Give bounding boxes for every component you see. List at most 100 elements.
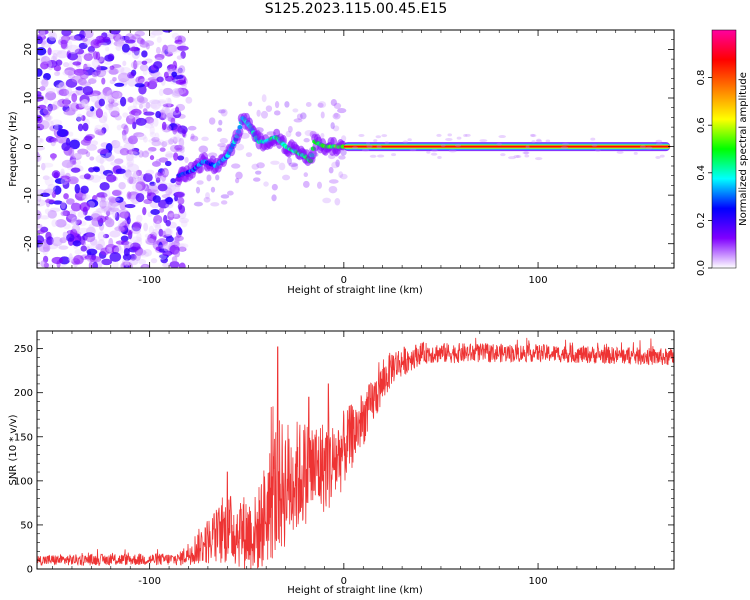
spectrogram-cell <box>139 64 149 72</box>
spectrogram-cell <box>44 176 54 187</box>
colorbar-tick-label: 0.6 <box>696 117 707 133</box>
spectrogram-cell <box>135 76 145 84</box>
spectrogram-cell <box>616 150 624 154</box>
spectrogram-cell <box>316 181 323 189</box>
spectrogram-cell <box>210 202 220 207</box>
spectrogram-cell <box>479 139 488 143</box>
spectrogram-cell <box>79 70 89 80</box>
snr-series-line <box>37 337 674 569</box>
spectrogram-cell <box>123 264 130 268</box>
spectrogram-cell <box>71 224 81 233</box>
colorbar-tick-label: 0.0 <box>696 260 707 276</box>
spectrogram-cell <box>40 56 51 65</box>
spectrogram-cell <box>165 151 173 159</box>
spectrogram-cell <box>83 30 94 39</box>
spectrogram-cell <box>170 178 176 184</box>
spectrogram-cell <box>97 207 105 213</box>
spectrogram-cell <box>84 135 93 141</box>
snr-frame <box>36 330 675 570</box>
spectrogram-cell <box>70 103 77 110</box>
spectrogram-cell <box>174 236 180 244</box>
spectrogram-cell <box>48 263 56 268</box>
spectrogram-cell <box>151 30 163 36</box>
spectrogram-cell <box>51 219 58 227</box>
spectrogram-cell <box>231 163 241 169</box>
spectrogram-cell <box>75 103 85 110</box>
spectrogram-cell <box>105 151 113 161</box>
spectrogram-cell <box>40 192 50 197</box>
spectrogram-cell <box>92 50 98 60</box>
spectrogram-cell <box>292 108 299 113</box>
spectrogram-cell <box>134 252 141 261</box>
spectrogram-cell <box>71 216 81 226</box>
spectrogram-cell <box>132 183 143 192</box>
spectrogram-cell <box>176 226 182 232</box>
y-tick-label: 0 <box>23 143 34 149</box>
spectrogram-cell <box>271 194 277 202</box>
spectrogram-cell <box>60 39 68 49</box>
spectrogram-cell <box>237 124 243 130</box>
spectrogram-cell <box>430 152 438 156</box>
spectrogram-cell <box>196 180 204 185</box>
spectrogram-cell <box>170 117 176 125</box>
spectrogram-cell <box>37 137 43 143</box>
spectrogram-cell <box>165 44 178 53</box>
colorbar-gradient <box>711 29 737 269</box>
spectrogram-cell <box>332 125 340 132</box>
spectrogram-cell <box>338 155 346 160</box>
spectrogram-cell <box>134 60 143 65</box>
spectrogram-cell <box>128 114 135 119</box>
spectrogram-cell <box>102 233 110 239</box>
spectrogram-cell <box>151 140 162 147</box>
spectrogram-cell <box>41 162 46 171</box>
spectrogram-cell <box>129 253 137 261</box>
spectrogram-cell <box>37 146 46 151</box>
spectrogram-cell <box>39 86 46 92</box>
spectrogram-cell <box>136 232 142 242</box>
spectrogram-cell <box>337 107 347 114</box>
spectrogram-cell <box>73 153 82 161</box>
spectrogram-cell <box>376 154 385 158</box>
spectrogram-cell <box>153 214 163 225</box>
spectrogram-cell <box>274 101 280 109</box>
spectrogram-cell <box>37 114 43 124</box>
spectrogram-cell <box>303 138 310 143</box>
spectrogram-cell <box>496 142 503 146</box>
spectrogram-cell <box>99 156 104 165</box>
spectrogram-cell <box>508 156 517 160</box>
spectrogram-cell <box>189 135 199 142</box>
spectrogram-cell <box>105 243 117 254</box>
spectrogram-cell <box>162 30 173 33</box>
spectrogram-cell <box>59 237 67 244</box>
spectrogram-cell <box>90 140 99 146</box>
spectrogram-cell <box>156 76 164 83</box>
spectrogram-cell <box>234 143 245 151</box>
spectrogram-cell <box>108 102 119 107</box>
spectrogram-cell <box>338 171 344 179</box>
spectrogram-cell <box>134 112 140 118</box>
spectrogram-cell <box>255 170 262 175</box>
spectrogram-cell <box>72 61 82 66</box>
spectrogram-cell <box>271 183 278 191</box>
spectrogram-cell <box>431 148 438 152</box>
spectrogram-cell <box>203 196 211 203</box>
spectrogram-cell <box>95 243 104 250</box>
spectrogram-cell <box>172 136 178 144</box>
spectrogram-cell <box>108 237 114 248</box>
spectrogram-cell <box>358 133 365 137</box>
spectrogram-cell <box>81 239 87 246</box>
spectrogram-cell <box>437 156 442 160</box>
spectrogram-cell <box>265 105 273 113</box>
spectrogram-cell <box>463 134 468 138</box>
spectrogram-cell <box>93 167 100 173</box>
spectrogram-cell <box>81 99 90 108</box>
spectrogram-cell <box>132 199 138 205</box>
spectrogram-cell <box>105 46 110 52</box>
spectrogram-cell <box>645 146 653 150</box>
spectrogram-cell <box>167 184 176 192</box>
spectrogram-cell <box>333 112 339 118</box>
spectrogram-cell <box>655 155 661 159</box>
spectrogram-cell <box>141 60 148 65</box>
spectrogram-cell <box>141 150 150 158</box>
spectrogram-cell <box>171 71 178 78</box>
